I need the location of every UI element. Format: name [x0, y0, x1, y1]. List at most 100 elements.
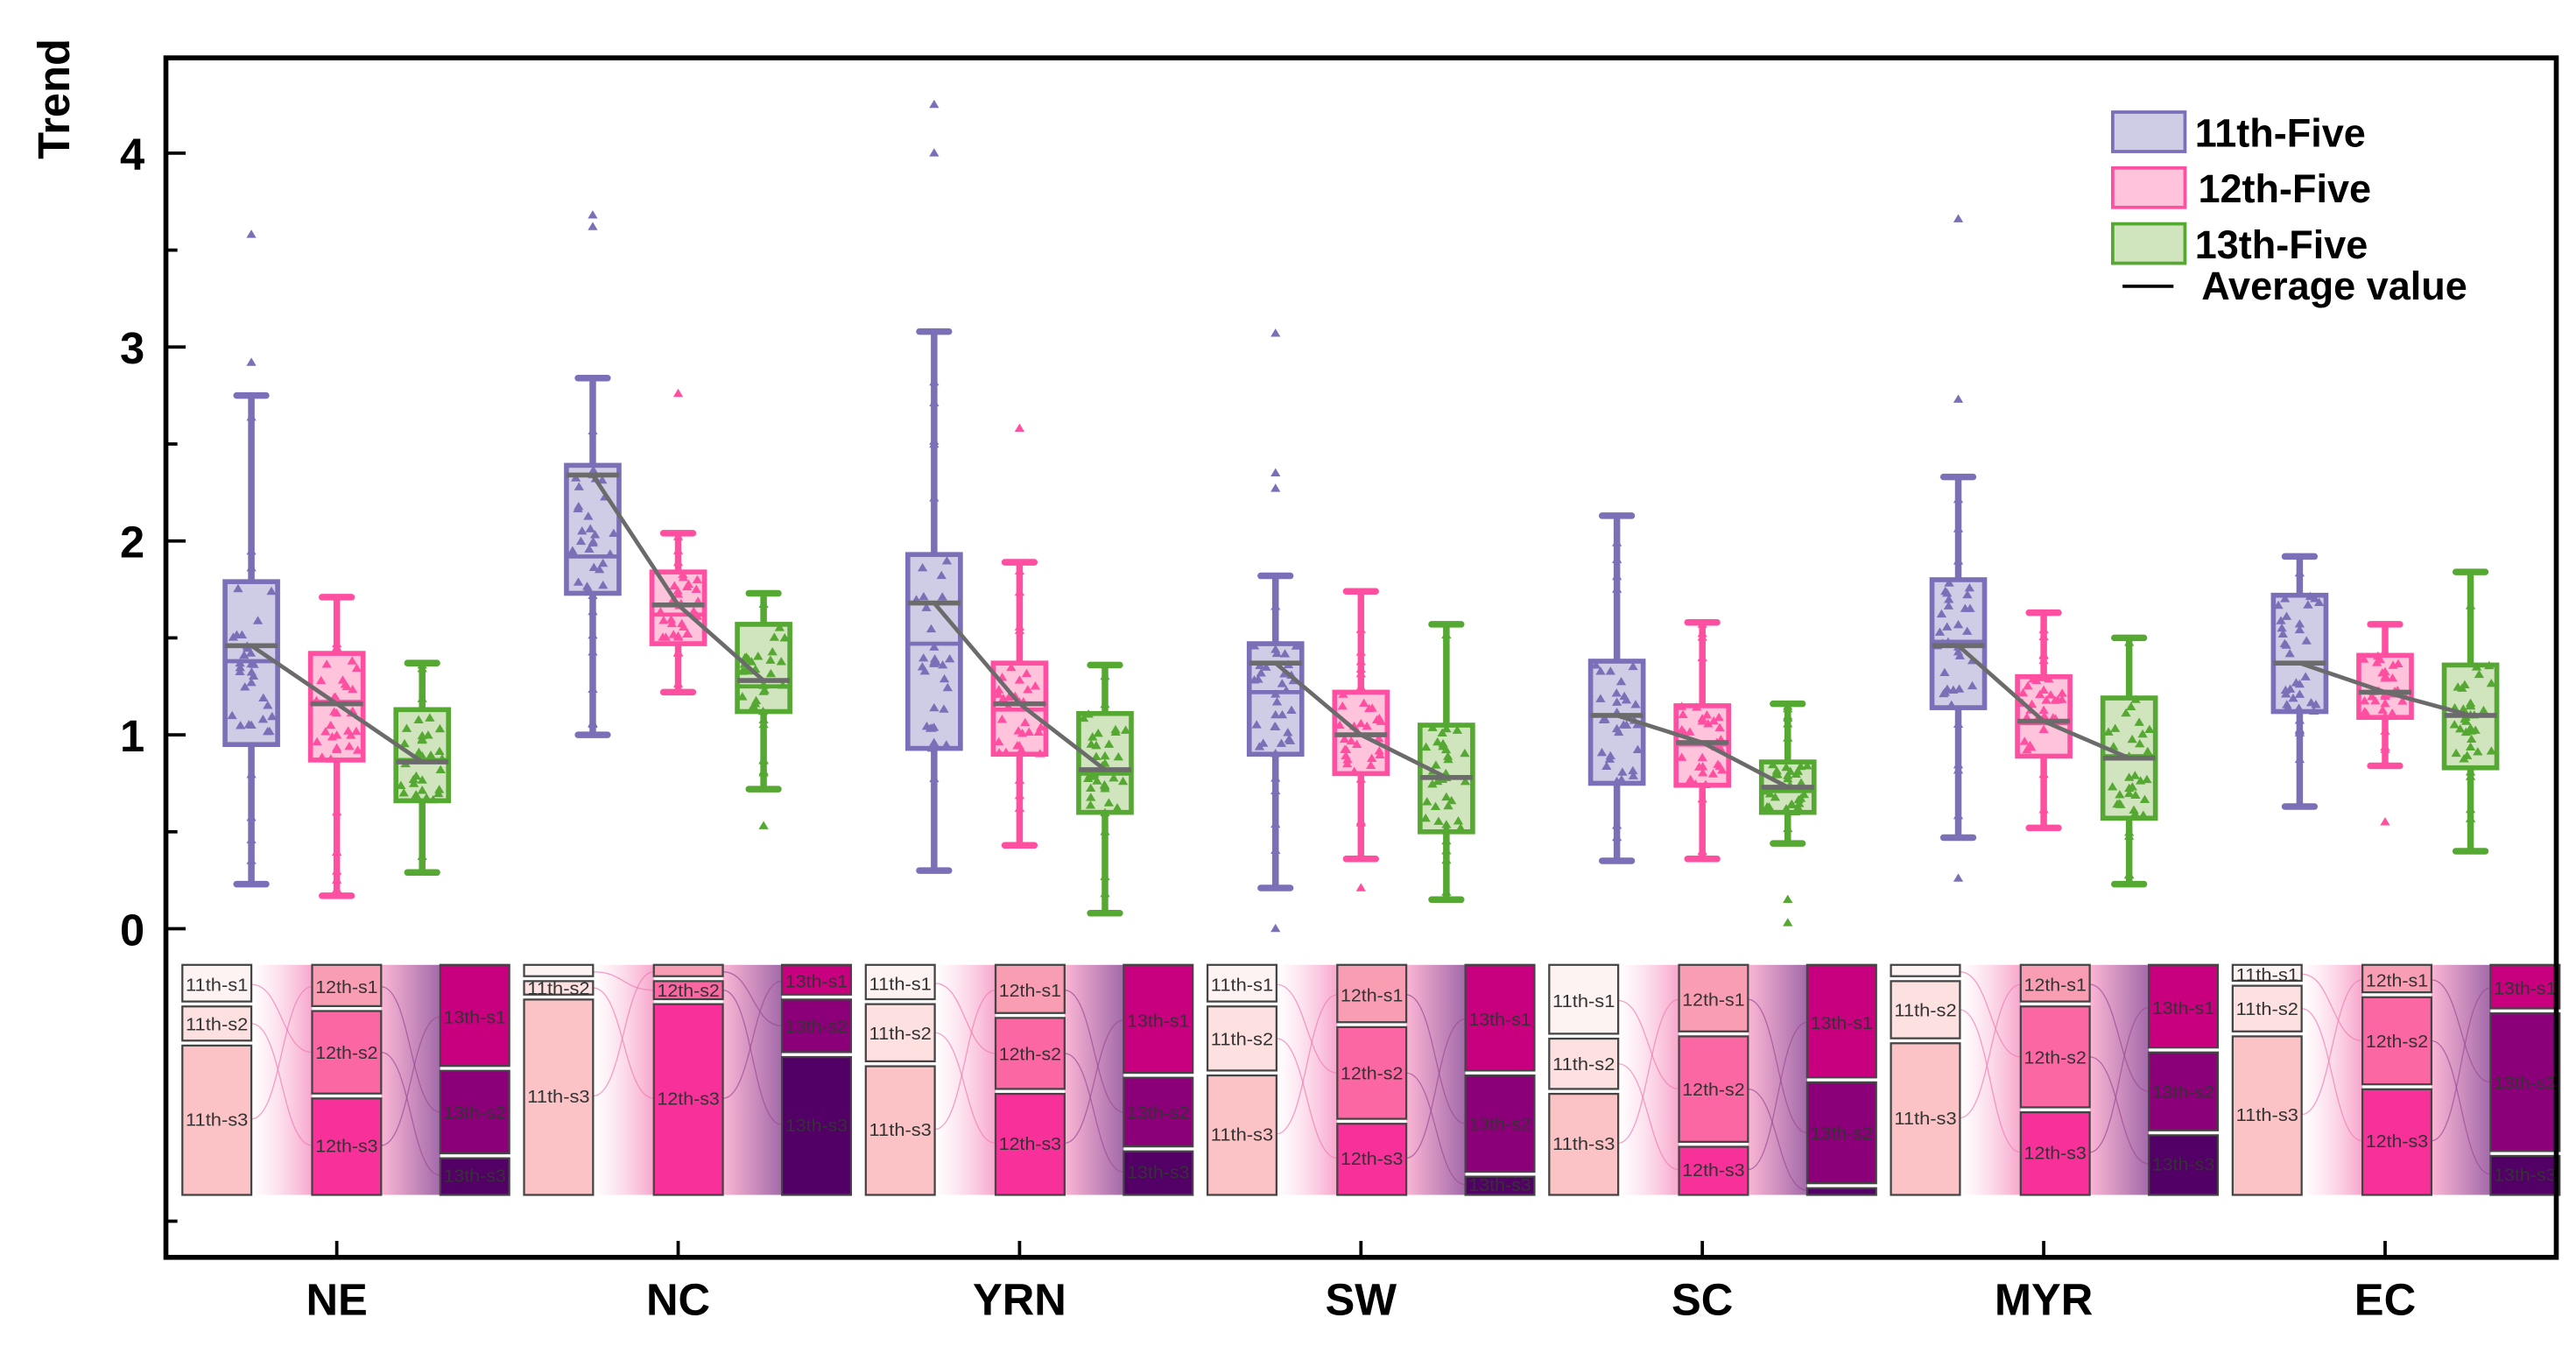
data-point: [246, 229, 257, 238]
data-point: [332, 866, 342, 875]
alluvial-node-13th-s2: [1805, 1081, 1877, 1185]
data-point: [1100, 671, 1110, 680]
data-point: [1432, 736, 1443, 746]
data-point: [1632, 720, 1643, 729]
data-point: [939, 673, 950, 683]
data-point: [1014, 803, 1025, 813]
data-point: [2294, 728, 2305, 736]
data-point: [588, 630, 598, 639]
data-point: [1270, 749, 1281, 758]
alluvial-node-label: 12th-s3: [1682, 1160, 1744, 1180]
data-point: [2024, 740, 2036, 750]
alluvial-node-label: 12th-s1: [1341, 985, 1403, 1005]
alluvial-node-13th-s3: [780, 1055, 853, 1196]
data-point: [1762, 786, 1772, 795]
data-point: [2031, 675, 2042, 685]
alluvial-node-label: 11th-s3: [1211, 1124, 1273, 1145]
data-point: [2293, 703, 2305, 712]
data-point: [758, 687, 769, 695]
data-point: [2460, 714, 2470, 723]
data-point: [655, 607, 665, 616]
data-point: [348, 684, 358, 694]
data-point: [2294, 567, 2305, 577]
data-point: [1441, 855, 1452, 864]
data-point: [583, 511, 594, 520]
data-point: [2110, 723, 2121, 732]
data-point: [1277, 709, 1288, 719]
data-point: [1962, 589, 1973, 599]
data-point: [1365, 760, 1376, 770]
alluvial-link: [381, 1051, 440, 1176]
data-point: [1441, 846, 1452, 855]
data-point: [1953, 810, 1964, 820]
alluvial-link: [1960, 983, 2021, 1119]
alluvial-flow: [593, 964, 654, 1195]
data-point: [1590, 660, 1601, 669]
data-point: [2359, 654, 2369, 663]
data-point: [351, 663, 362, 673]
alluvial-node-label: 12th-s1: [2366, 970, 2428, 990]
alluvial-node-12th-s1: [1678, 963, 1749, 1032]
data-point: [658, 632, 668, 641]
box-sc-12th-five: [1673, 618, 1732, 863]
alluvial-node-label: 13th-s3: [2494, 1165, 2556, 1185]
alluvial-node-12th-s2: [652, 980, 724, 1001]
data-point: [332, 730, 342, 739]
data-point: [1953, 494, 1964, 504]
alluvial-node-label: 12th-s1: [2024, 976, 2087, 996]
data-point: [1783, 719, 1793, 728]
data-point: [1953, 620, 1964, 629]
data-point: [609, 528, 619, 538]
data-point: [2129, 771, 2140, 779]
alluvial-flow: [2431, 964, 2491, 1195]
data-point: [399, 738, 410, 748]
data-point: [1612, 584, 1622, 593]
data-point: [758, 821, 769, 829]
average-trend-line: [591, 474, 765, 682]
data-point: [352, 745, 363, 754]
data-point: [2124, 788, 2135, 798]
alluvial-node-13th-s2: [1464, 1074, 1536, 1173]
data-point: [1279, 669, 1290, 678]
alluvial-node-label: 11th-s3: [186, 1110, 248, 1130]
data-point: [2115, 800, 2126, 808]
data-point: [2305, 698, 2317, 707]
data-point: [1697, 752, 1707, 762]
alluvial-node-label: 11th-s1: [869, 974, 932, 994]
alluvial-node-12th-s3: [2361, 1088, 2433, 1196]
data-point: [595, 564, 605, 574]
data-point: [669, 581, 679, 590]
box-ec-12th-five: [2356, 621, 2414, 826]
data-point: [658, 616, 669, 624]
data-point: [2465, 814, 2476, 822]
data-point: [1341, 744, 1352, 753]
data-point: [778, 680, 788, 689]
data-point: [233, 583, 243, 593]
data-point: [1100, 784, 1110, 793]
data-point: [1794, 799, 1805, 807]
data-point: [1621, 695, 1632, 704]
data-point: [2124, 772, 2135, 781]
alluvial-node-12th-s3: [2019, 1110, 2091, 1196]
data-point: [332, 847, 342, 856]
data-point: [1612, 821, 1622, 829]
data-point: [239, 650, 250, 659]
data-point: [692, 574, 703, 584]
alluvial-node-12th-s3: [1678, 1145, 1749, 1196]
data-point: [1942, 622, 1953, 631]
average-trend-line: [933, 602, 1107, 772]
average-trend-line: [1956, 644, 2130, 760]
data-point: [1422, 797, 1432, 806]
legend: 11th-Five 12th-Five 13th-Five Average va…: [2111, 110, 2467, 308]
alluvial-link: [722, 971, 783, 1027]
data-point: [252, 616, 264, 624]
alluvial-node-12th-s3: [994, 1092, 1066, 1196]
data-point: [1953, 765, 1964, 774]
alluvial-node-13th-s1: [780, 963, 853, 996]
data-point: [1795, 761, 1806, 771]
alluvial-link: [1406, 994, 1466, 1124]
data-point: [1364, 703, 1375, 713]
data-point: [929, 398, 940, 406]
alluvial-node-label: 11th-s1: [1552, 991, 1615, 1011]
data-point: [1100, 700, 1110, 708]
